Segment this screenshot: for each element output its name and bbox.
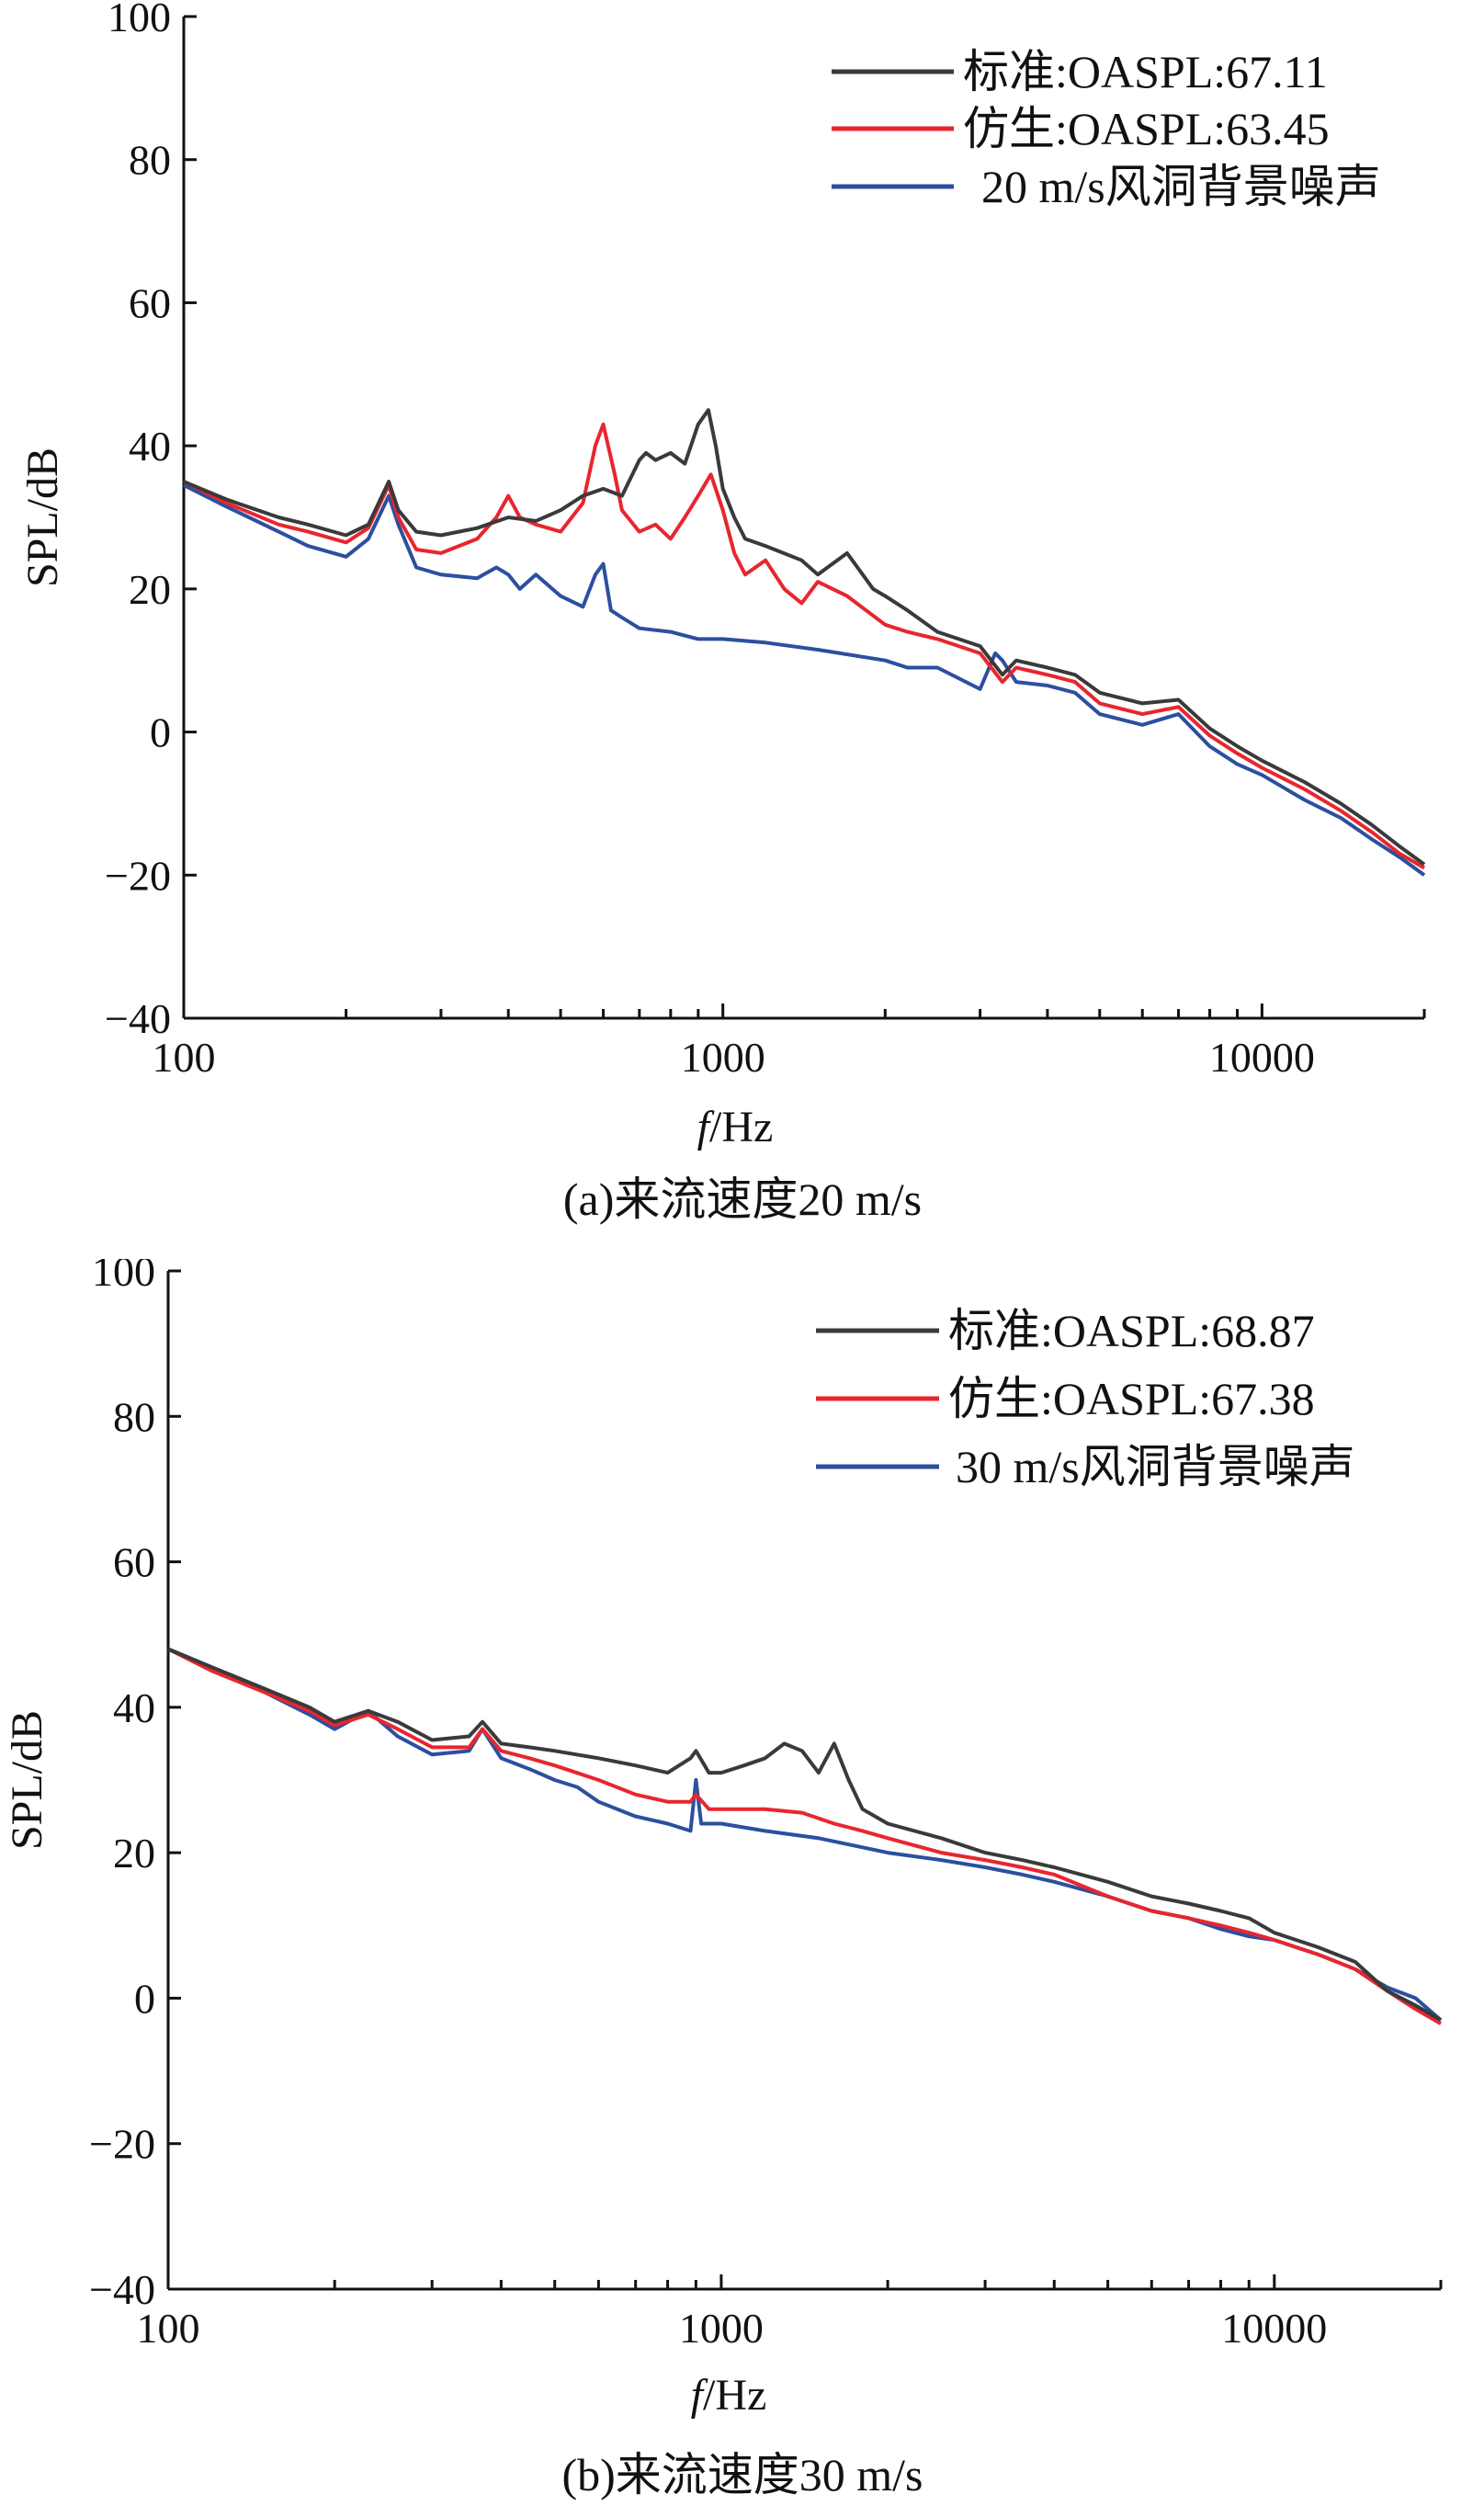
x-tick-label: 10000	[1209, 1034, 1315, 1081]
legend-label-standard: 标准:OASPL:68.87	[948, 1305, 1315, 1356]
y-tick-label: 100	[92, 1259, 155, 1295]
x-tick-label: 100	[137, 2305, 200, 2352]
x-axis-label: f/Hz	[697, 1103, 774, 1151]
series-line-bionic	[167, 1647, 1442, 2025]
y-tick-label: 40	[129, 423, 171, 470]
plot-lines	[167, 1647, 1443, 2025]
legend: 标准:OASPL:68.87 仿生:OASPL:67.38 30 m/s风洞背景…	[816, 1305, 1355, 1492]
y-axis-label: SPL/dB	[3, 1710, 51, 1850]
plot-lines	[183, 408, 1426, 877]
x-axis-label-unit: /Hz	[703, 2371, 766, 2420]
y-tick-label: −20	[89, 2121, 155, 2168]
series-line-background	[167, 1647, 1443, 2022]
y-tick-label: 80	[129, 137, 171, 184]
y-tick-label: 20	[113, 1830, 155, 1876]
legend-label-background: 30 m/s风洞背景噪声	[956, 1441, 1355, 1492]
x-tick-label: 100	[153, 1034, 216, 1081]
tick-group: −40 −20 0 20 40 60 80 100 100 1000 10000	[89, 1259, 1443, 2352]
x-tick-label: 1000	[679, 2305, 764, 2352]
y-tick-label: −40	[89, 2266, 155, 2313]
y-tick-label: −40	[105, 995, 171, 1042]
chart-caption: (b)来流速度30 m/s	[561, 2449, 923, 2500]
x-axis-label: f/Hz	[691, 2371, 767, 2420]
legend-label-background: 20 m/s风洞背景噪声	[981, 161, 1381, 212]
x-axis-label-unit: /Hz	[709, 1103, 773, 1151]
y-tick-label: 100	[108, 0, 171, 40]
y-axis-label: SPL/dB	[18, 448, 67, 587]
series-line-background	[183, 483, 1426, 877]
y-tick-label: 80	[113, 1393, 155, 1440]
y-tick-label: 20	[129, 566, 171, 613]
y-tick-label: 40	[113, 1684, 155, 1731]
legend-label-bionic: 仿生:OASPL:63.45	[963, 103, 1330, 154]
y-tick-label: −20	[105, 852, 171, 899]
tick-group: −40 −20 0 20 40 60 80 100 100 1000 10000	[105, 0, 1426, 1081]
series-line-bionic	[183, 422, 1426, 870]
x-tick-label: 1000	[681, 1034, 765, 1081]
series-line-standard	[167, 1647, 1443, 2022]
y-tick-label: 0	[150, 709, 171, 756]
legend-label-bionic: 仿生:OASPL:67.38	[948, 1373, 1315, 1424]
y-tick-label: 60	[129, 279, 171, 326]
y-tick-label: 0	[134, 1975, 155, 2022]
chart-caption: (a)来流速度20 m/s	[563, 1173, 922, 1225]
legend: 标准:OASPL:67.11 仿生:OASPL:63.45 20 m/s风洞背景…	[832, 46, 1381, 212]
series-line-standard	[183, 408, 1426, 867]
chart-a: −40 −20 0 20 40 60 80 100 100 1000 10000 SPL/dB f/…	[18, 0, 1426, 1225]
legend-label-standard: 标准:OASPL:67.11	[963, 46, 1328, 97]
y-tick-label: 60	[113, 1539, 155, 1586]
chart-b: −40 −20 0 20 40 60 80 100 100 1000 10000 SPL/dB f/…	[3, 1259, 1443, 2500]
x-tick-label: 10000	[1221, 2305, 1327, 2352]
